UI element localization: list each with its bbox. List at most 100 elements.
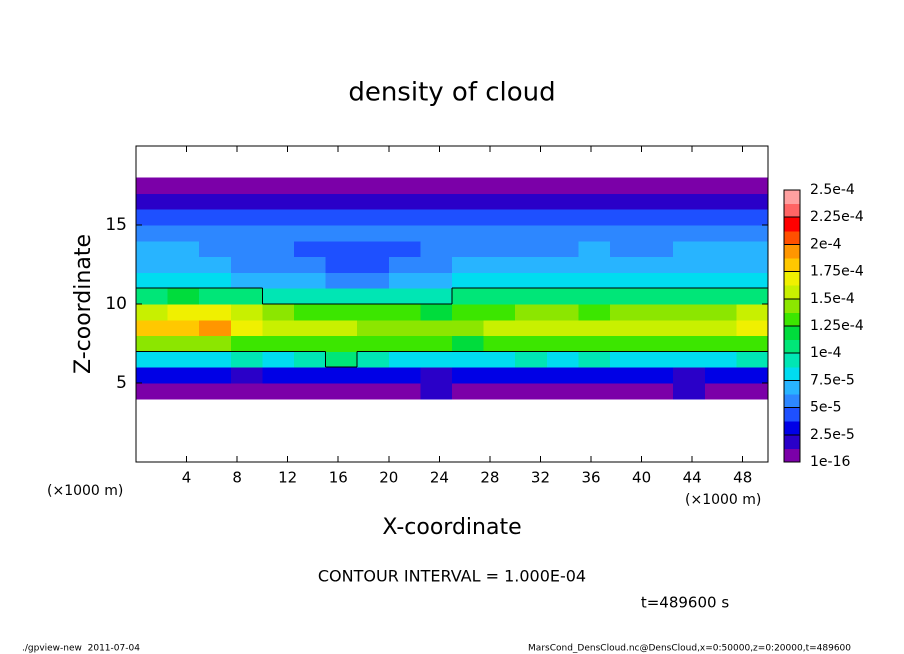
cell <box>230 288 263 305</box>
cell <box>515 272 548 289</box>
colorbar-band <box>784 203 800 218</box>
cell <box>736 383 769 400</box>
footer-left: ./gpview-new 2011-07-04 <box>22 644 140 654</box>
cell <box>704 272 737 289</box>
cell <box>578 193 611 210</box>
colorbar-band <box>784 448 800 463</box>
cell <box>199 272 232 289</box>
cell <box>483 304 516 321</box>
cell <box>673 288 706 305</box>
y-tick-label: 10 <box>105 294 127 314</box>
cell <box>262 367 295 384</box>
cell <box>230 367 263 384</box>
cell <box>546 319 579 337</box>
cell <box>546 225 579 242</box>
cell <box>704 288 737 305</box>
cell <box>578 272 611 289</box>
cell <box>388 304 421 321</box>
cell <box>641 240 674 258</box>
cell <box>515 256 548 273</box>
cell <box>357 367 390 384</box>
cell <box>452 209 485 226</box>
cell <box>546 193 579 210</box>
colorbar-label: 1e-4 <box>810 345 842 361</box>
x-tick-label: 44 <box>683 469 702 487</box>
cell <box>673 193 706 210</box>
cell <box>325 351 358 368</box>
cell <box>515 383 548 400</box>
cell <box>230 240 263 258</box>
cell <box>452 272 485 289</box>
cell <box>262 225 295 242</box>
cell <box>515 304 548 321</box>
cell <box>420 367 453 384</box>
cell <box>357 209 390 226</box>
cell <box>736 351 769 368</box>
cell <box>452 288 485 305</box>
cell <box>452 383 485 400</box>
cell <box>610 304 643 321</box>
cell <box>420 272 453 289</box>
cell <box>199 288 232 305</box>
y-tick-label: 5 <box>116 373 127 393</box>
cell <box>610 193 643 210</box>
colorbar-label: 2e-4 <box>810 236 842 252</box>
colorbar-band <box>784 407 800 422</box>
cell <box>230 193 263 210</box>
cell <box>420 193 453 210</box>
cell <box>736 193 769 210</box>
cell <box>483 177 516 194</box>
cell <box>736 272 769 289</box>
colorbar-band <box>784 271 800 286</box>
cell <box>704 225 737 242</box>
cell <box>325 209 358 226</box>
cell <box>136 304 169 321</box>
cell <box>230 383 263 400</box>
cell <box>262 288 295 305</box>
cell <box>388 367 421 384</box>
colorbar-band <box>784 421 800 436</box>
colorbar-label: 1.5e-4 <box>810 291 855 307</box>
x-tick-label: 16 <box>329 469 348 487</box>
x-unit-label: (×1000 m) <box>685 492 761 508</box>
cell <box>167 209 200 226</box>
cell <box>136 288 169 305</box>
cell <box>420 240 453 258</box>
cell <box>483 319 516 337</box>
cell <box>420 351 453 368</box>
cell <box>546 367 579 384</box>
cell <box>388 209 421 226</box>
cell <box>357 335 390 352</box>
cell <box>452 225 485 242</box>
cell <box>294 383 327 400</box>
cell <box>357 383 390 400</box>
colorbar-band <box>784 217 800 232</box>
cell <box>294 304 327 321</box>
cell <box>736 256 769 273</box>
cell <box>736 367 769 384</box>
cell <box>483 240 516 258</box>
cell <box>546 304 579 321</box>
cell <box>610 177 643 194</box>
time-label: t=489600 s <box>641 594 729 612</box>
colorbar-band <box>784 394 800 409</box>
cell <box>136 193 169 210</box>
cell <box>704 351 737 368</box>
cell <box>452 304 485 321</box>
cell <box>483 193 516 210</box>
cell <box>388 351 421 368</box>
cell <box>325 240 358 258</box>
x-tick-label: 36 <box>581 469 600 487</box>
cell <box>136 256 169 273</box>
y-axis-title: Z-coordinate <box>71 234 96 374</box>
contour-interval-label: CONTOUR INTERVAL = 1.000E-04 <box>318 567 586 586</box>
cell <box>420 209 453 226</box>
cell <box>673 177 706 194</box>
cell <box>136 209 169 226</box>
cell <box>230 225 263 242</box>
cell <box>546 209 579 226</box>
cell <box>546 335 579 352</box>
cell <box>578 351 611 368</box>
cell <box>483 225 516 242</box>
